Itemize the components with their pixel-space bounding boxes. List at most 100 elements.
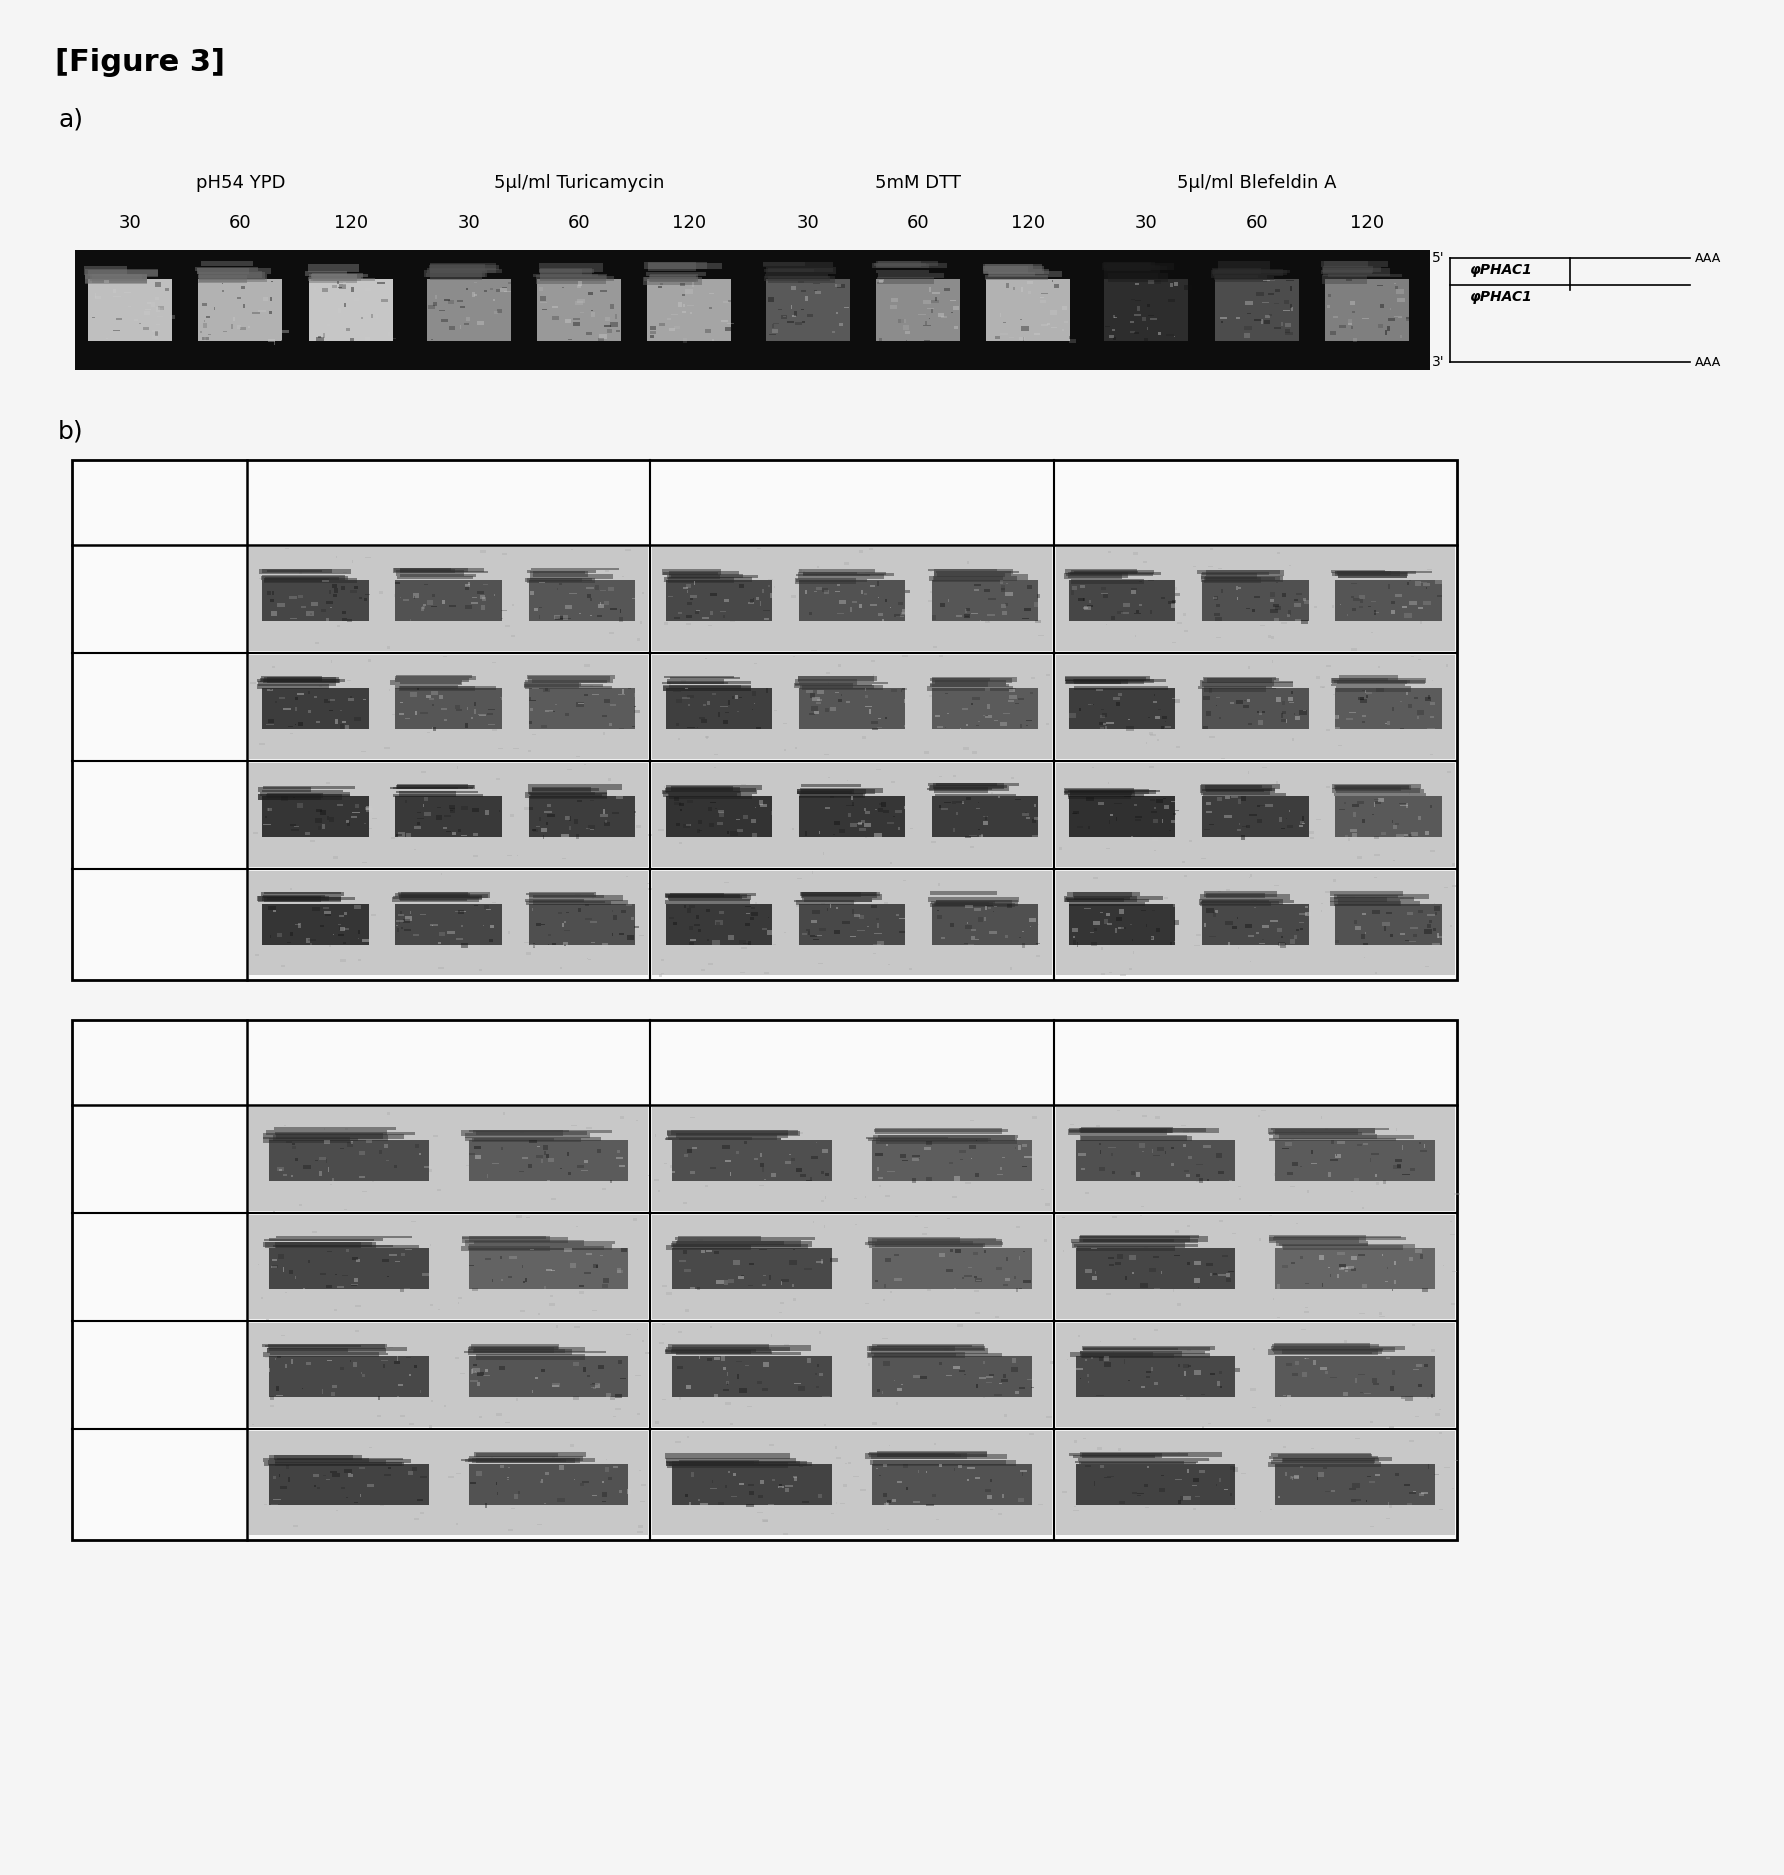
Bar: [250, 1324, 648, 1427]
Bar: [1181, 1496, 1183, 1500]
Bar: [539, 287, 542, 291]
Bar: [1211, 270, 1286, 276]
Bar: [728, 300, 733, 302]
Bar: [1069, 795, 1176, 836]
Bar: [617, 1269, 623, 1273]
Bar: [1276, 289, 1281, 292]
Bar: [1377, 666, 1379, 668]
Bar: [935, 900, 1012, 904]
Bar: [1288, 698, 1293, 701]
Bar: [451, 832, 455, 834]
Bar: [724, 326, 731, 330]
Bar: [1054, 285, 1058, 289]
Bar: [676, 724, 680, 726]
Bar: [912, 1157, 919, 1161]
Bar: [1226, 797, 1231, 799]
Bar: [1350, 1268, 1356, 1271]
Bar: [298, 802, 303, 808]
Bar: [400, 568, 455, 572]
Bar: [1202, 681, 1293, 682]
Bar: [262, 679, 341, 682]
Bar: [307, 1363, 310, 1365]
Bar: [878, 1451, 988, 1457]
Text: HpP D1: HpP D1: [121, 1365, 198, 1386]
Bar: [275, 1459, 410, 1462]
Text: 30min: 30min: [416, 474, 482, 493]
Bar: [1274, 1131, 1375, 1132]
Bar: [1450, 924, 1452, 926]
Bar: [1420, 1254, 1424, 1258]
Bar: [928, 600, 933, 602]
Bar: [635, 690, 642, 694]
Bar: [985, 621, 990, 622]
Bar: [580, 1290, 585, 1294]
Bar: [1001, 1166, 1003, 1170]
Bar: [872, 262, 947, 268]
Bar: [878, 1239, 1003, 1241]
Bar: [1083, 1348, 1177, 1350]
Bar: [1076, 1464, 1235, 1504]
Bar: [269, 1346, 407, 1350]
Bar: [933, 1241, 935, 1245]
Bar: [1031, 834, 1038, 840]
Bar: [1281, 701, 1286, 705]
Bar: [526, 578, 594, 583]
Bar: [621, 1249, 626, 1252]
Bar: [439, 941, 441, 943]
Bar: [1411, 1324, 1415, 1326]
Bar: [690, 594, 698, 598]
Bar: [824, 1172, 830, 1176]
Bar: [583, 1367, 585, 1371]
Bar: [1008, 699, 1013, 701]
Bar: [1202, 900, 1295, 904]
Bar: [1434, 906, 1440, 911]
Bar: [837, 311, 838, 313]
Bar: [473, 1348, 566, 1354]
Bar: [1019, 1146, 1020, 1149]
Bar: [594, 1384, 599, 1388]
Bar: [1301, 928, 1302, 930]
Bar: [1277, 576, 1283, 578]
Bar: [785, 1161, 790, 1164]
Bar: [1390, 1386, 1395, 1391]
Bar: [723, 1389, 730, 1391]
Bar: [644, 278, 703, 285]
Bar: [1188, 1157, 1192, 1159]
Bar: [1358, 1251, 1361, 1252]
Text: 60: 60: [228, 214, 252, 232]
Bar: [330, 1470, 337, 1472]
Bar: [1392, 707, 1393, 711]
Bar: [460, 1459, 560, 1461]
Bar: [1069, 1129, 1163, 1132]
Bar: [314, 1474, 319, 1478]
Bar: [928, 1288, 931, 1292]
Bar: [1222, 1254, 1227, 1258]
Bar: [881, 802, 887, 806]
Bar: [1104, 1356, 1110, 1361]
Bar: [615, 1157, 623, 1159]
Bar: [883, 1299, 885, 1301]
Bar: [492, 729, 496, 731]
Bar: [237, 324, 241, 328]
Bar: [1265, 315, 1270, 319]
Bar: [608, 587, 614, 591]
Bar: [264, 896, 341, 902]
Bar: [346, 1249, 350, 1252]
Bar: [1103, 594, 1108, 598]
Text: 30: 30: [796, 214, 819, 232]
Bar: [837, 908, 838, 909]
Bar: [539, 818, 541, 821]
Bar: [264, 578, 339, 581]
Bar: [860, 827, 867, 831]
Bar: [985, 1249, 987, 1252]
Bar: [430, 262, 496, 270]
Bar: [1135, 819, 1142, 821]
Bar: [946, 1269, 953, 1271]
Bar: [974, 1277, 976, 1279]
Bar: [1260, 711, 1263, 714]
Bar: [476, 1453, 558, 1457]
Bar: [441, 709, 448, 711]
Bar: [337, 624, 339, 628]
Bar: [878, 1269, 881, 1273]
Bar: [444, 1404, 446, 1406]
